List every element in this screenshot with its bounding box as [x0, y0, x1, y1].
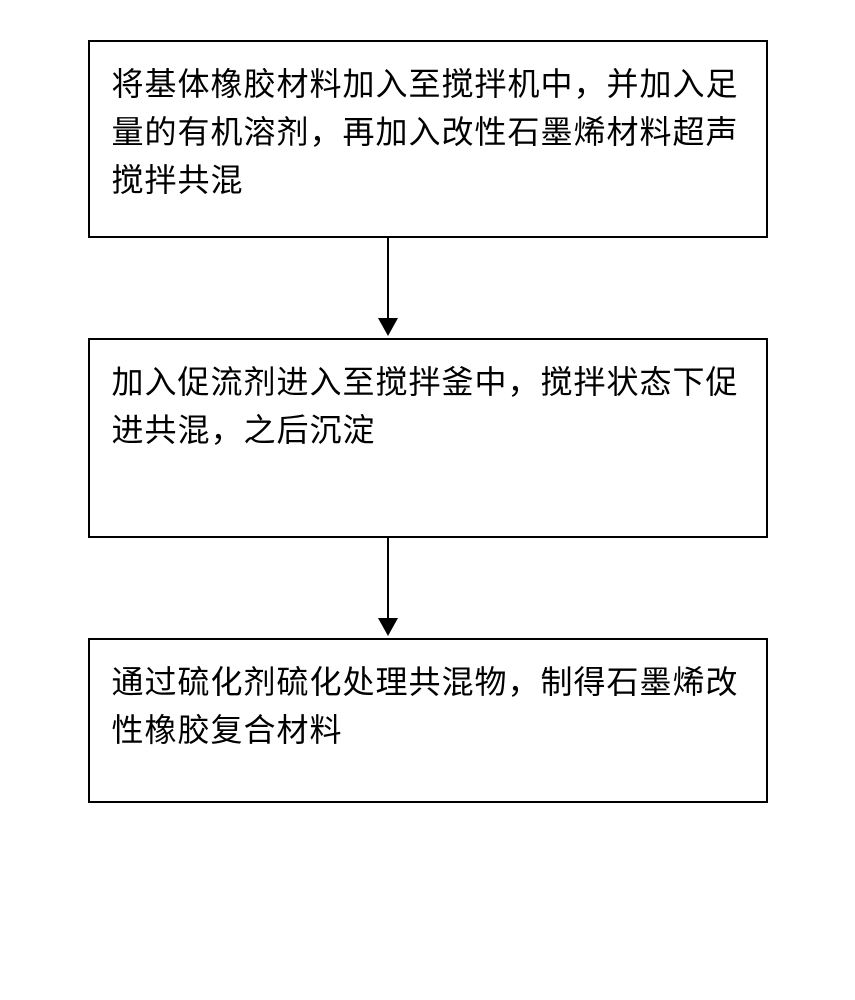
process-step-2: 加入促流剂进入至搅拌釜中，搅拌状态下促进共混，之后沉淀: [88, 338, 768, 538]
step-1-text: 将基体橡胶材料加入至搅拌机中，并加入足量的有机溶剂，再加入改性石墨烯材料超声搅拌…: [112, 66, 739, 198]
arrow-head-icon: [378, 618, 398, 636]
arrow-line: [387, 238, 389, 318]
process-step-1: 将基体橡胶材料加入至搅拌机中，并加入足量的有机溶剂，再加入改性石墨烯材料超声搅拌…: [88, 40, 768, 238]
arrow-2: [378, 538, 398, 638]
flowchart-container: 将基体橡胶材料加入至搅拌机中，并加入足量的有机溶剂，再加入改性石墨烯材料超声搅拌…: [88, 40, 768, 803]
arrow-head-icon: [378, 318, 398, 336]
process-step-3: 通过硫化剂硫化处理共混物，制得石墨烯改性橡胶复合材料: [88, 638, 768, 803]
step-2-text: 加入促流剂进入至搅拌釜中，搅拌状态下促进共混，之后沉淀: [112, 364, 739, 448]
step-3-text: 通过硫化剂硫化处理共混物，制得石墨烯改性橡胶复合材料: [112, 664, 739, 748]
arrow-1: [378, 238, 398, 338]
arrow-line: [387, 538, 389, 618]
